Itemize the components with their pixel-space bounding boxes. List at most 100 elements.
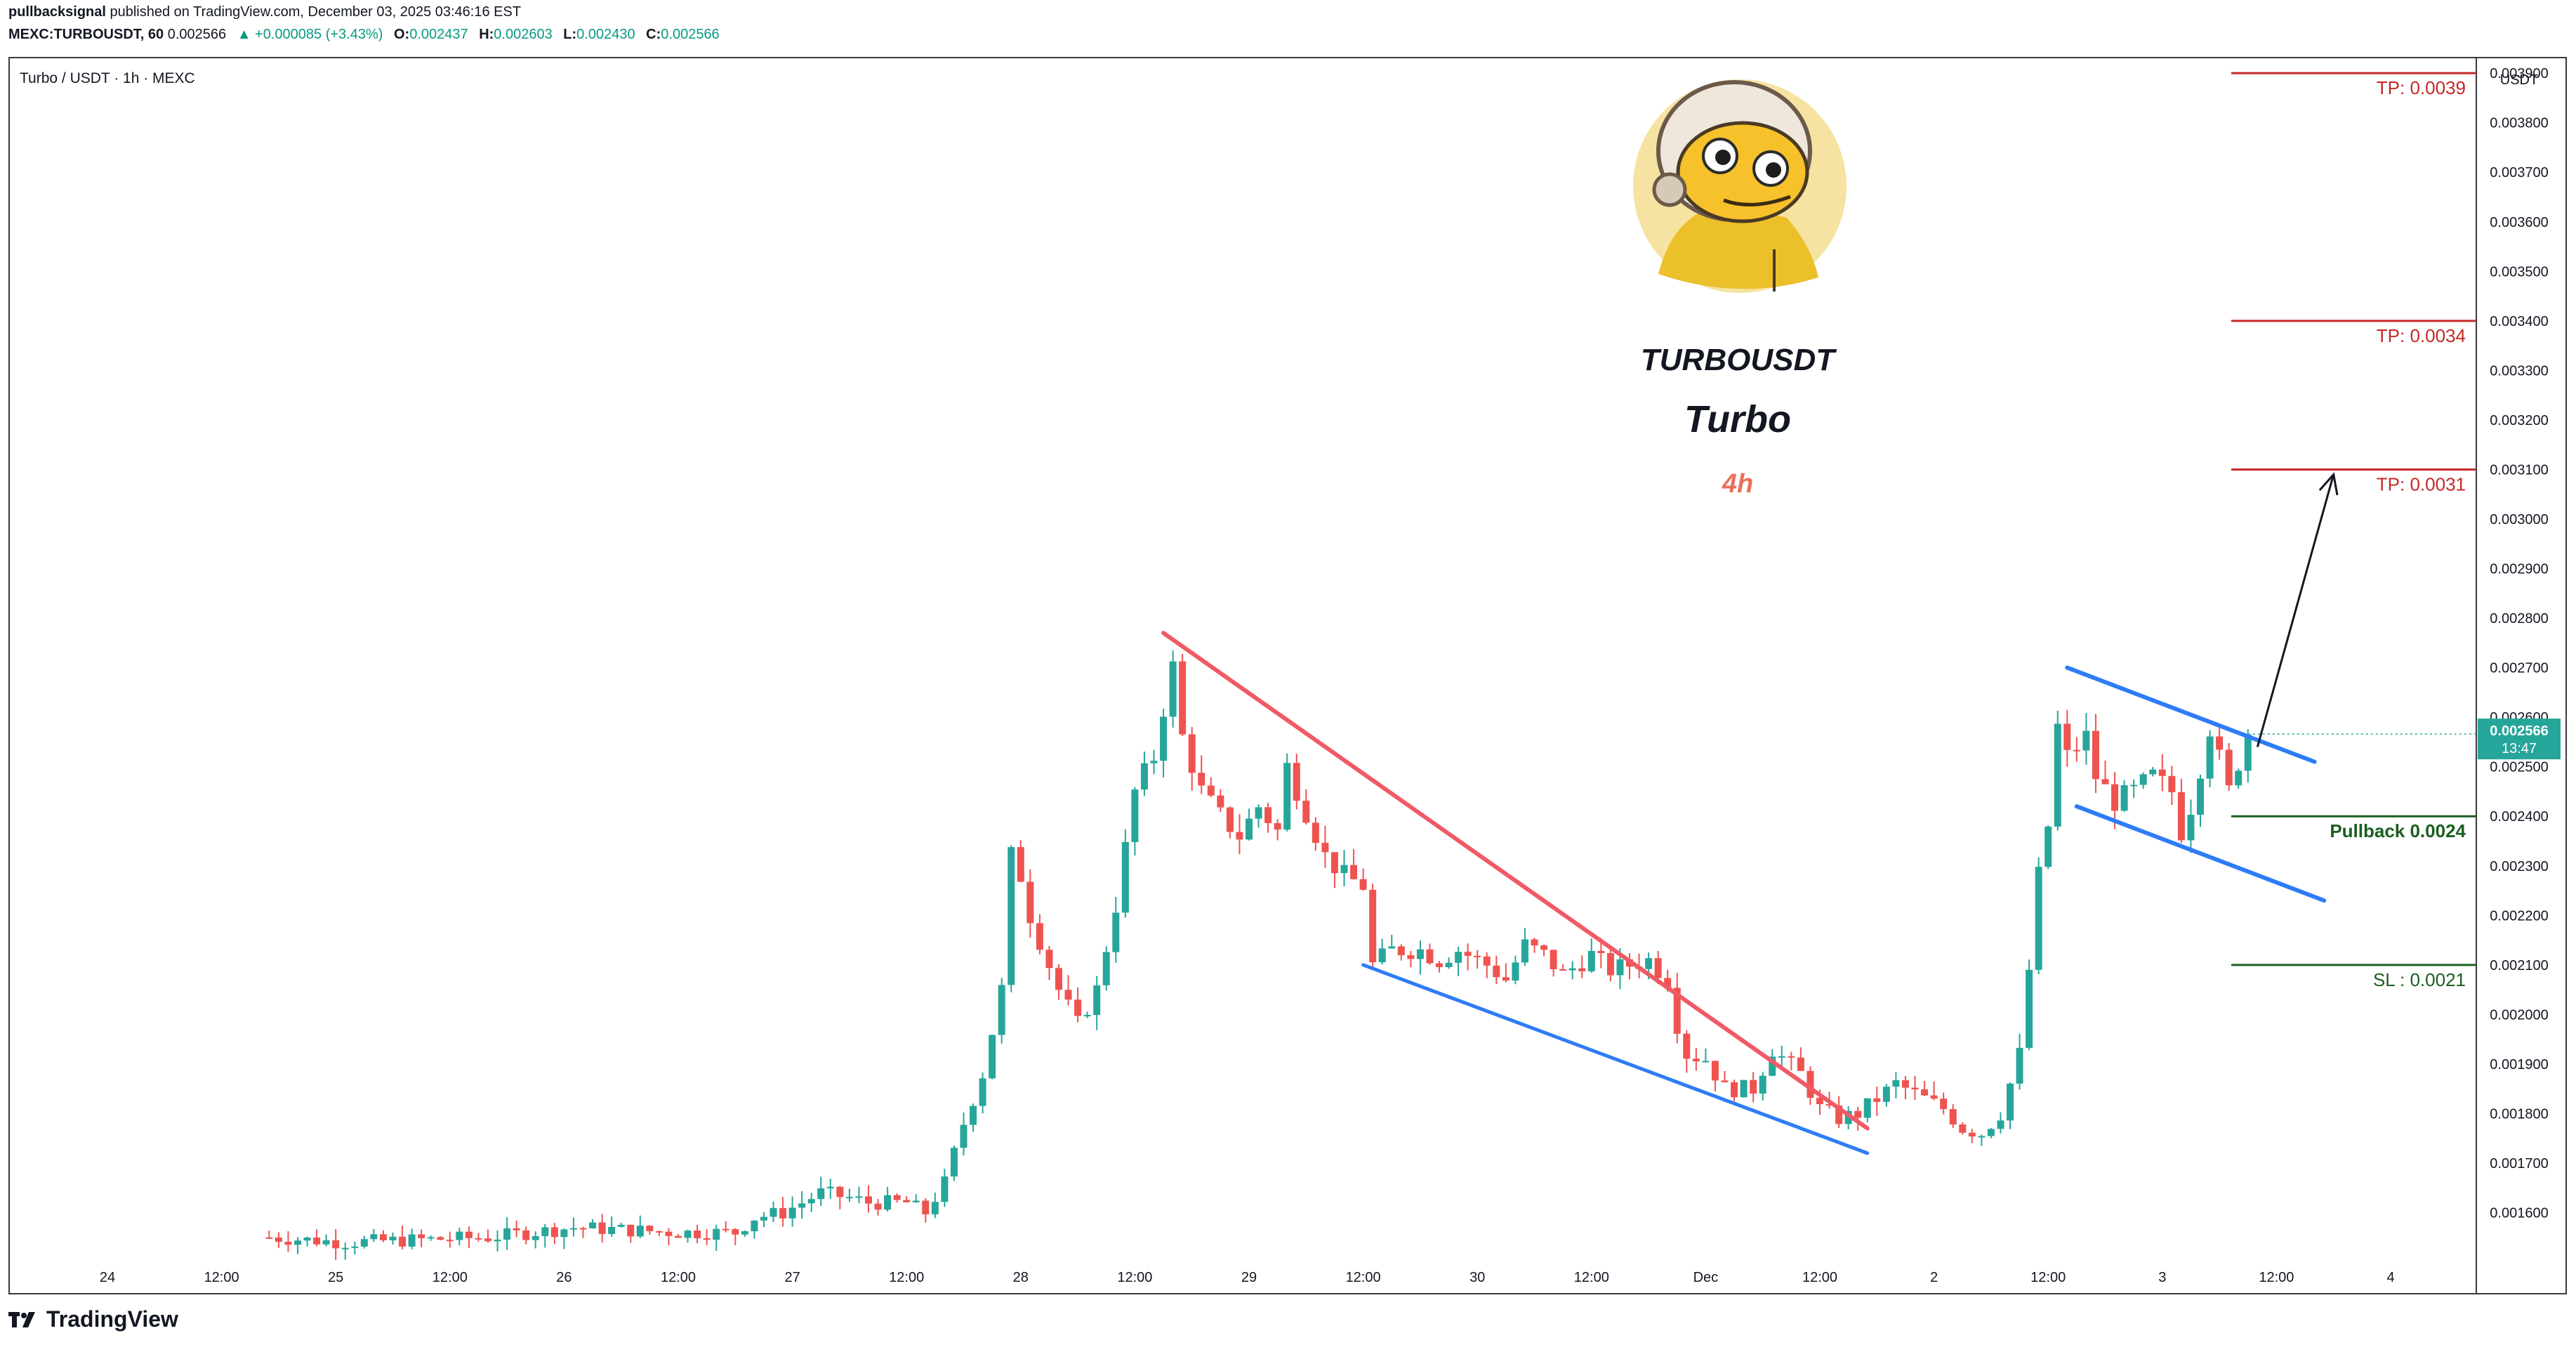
logo-ticker: TURBOUSDT bbox=[1640, 343, 1835, 377]
candle-body bbox=[265, 1237, 273, 1239]
candle-body bbox=[399, 1236, 407, 1247]
candle-body bbox=[788, 1207, 796, 1219]
price-tick-17: 0.002200 bbox=[2490, 908, 2548, 924]
footer-brand: TradingView bbox=[46, 1306, 178, 1332]
last-price-tag: 0.002566 13:47 bbox=[2478, 719, 2561, 760]
time-tick-13: 12:00 bbox=[1574, 1270, 1609, 1285]
author-name[interactable]: pullbacksignal bbox=[8, 4, 106, 20]
candle-body bbox=[1483, 956, 1491, 966]
candle-body bbox=[1093, 985, 1101, 1016]
open-label: O: bbox=[393, 27, 410, 42]
publish-text: published on TradingView.com, December 0… bbox=[105, 4, 522, 20]
candle-body bbox=[608, 1226, 616, 1234]
candle-body bbox=[1321, 843, 1329, 853]
price-tick-15: 0.002400 bbox=[2490, 809, 2548, 825]
candle-body bbox=[446, 1240, 454, 1242]
candle-body bbox=[1740, 1080, 1748, 1098]
candle-body bbox=[418, 1234, 425, 1238]
candle-body bbox=[1921, 1089, 1929, 1096]
candle-body bbox=[1350, 865, 1358, 879]
price-tick-18: 0.002100 bbox=[2490, 958, 2548, 973]
candle-body bbox=[1645, 958, 1653, 969]
candle-body bbox=[1882, 1087, 1890, 1102]
candle-body bbox=[817, 1188, 825, 1200]
candle-body bbox=[2187, 815, 2195, 841]
candle-body bbox=[1521, 939, 1528, 963]
currency-label: USDT bbox=[2500, 72, 2538, 88]
candle-body bbox=[484, 1238, 491, 1242]
candle-body bbox=[1711, 1061, 1719, 1081]
candle-body bbox=[1246, 818, 1253, 840]
candle-body bbox=[1654, 958, 1662, 978]
candle-body bbox=[1816, 1097, 1823, 1105]
candle-body bbox=[979, 1078, 986, 1106]
price-tick-23: 0.001600 bbox=[2490, 1206, 2548, 1221]
logo-timeframe: 4h bbox=[1722, 469, 1754, 499]
price-tick-9: 0.003000 bbox=[2490, 512, 2548, 527]
candle-body bbox=[1312, 822, 1319, 844]
wedge-lower-trendline bbox=[1361, 963, 1870, 1155]
wedge-upper-trendline bbox=[1161, 631, 1870, 1131]
candle-body bbox=[1559, 969, 1567, 971]
time-tick-16: 2 bbox=[1930, 1270, 1938, 1285]
candle-body bbox=[513, 1228, 520, 1231]
candle-body bbox=[732, 1229, 739, 1235]
candle-body bbox=[1188, 734, 1196, 773]
price-axis[interactable]: 0.003900 0.003800 0.003700 0.003600 0.003500… bbox=[2490, 66, 2548, 1221]
candle-body bbox=[2007, 1083, 2014, 1121]
candle-body bbox=[569, 1228, 577, 1230]
candle-body bbox=[2082, 730, 2090, 751]
time-axis[interactable]: 24 12:00 25 12:00 26 12:00 27 12:00 28 12:00 29 12:… bbox=[100, 1270, 2395, 1285]
candle-body bbox=[1778, 1056, 1785, 1058]
candle-body bbox=[1169, 661, 1177, 717]
candle-body bbox=[807, 1199, 815, 1204]
candle-body bbox=[1863, 1098, 1871, 1118]
candle-body bbox=[2101, 779, 2109, 785]
candle-body bbox=[1550, 950, 1557, 969]
candle-body bbox=[1568, 968, 1576, 971]
candle-body bbox=[275, 1237, 282, 1242]
candle-body bbox=[1274, 822, 1281, 830]
candle-body bbox=[1531, 939, 1538, 946]
candle-body bbox=[675, 1235, 682, 1238]
candle-body bbox=[970, 1105, 977, 1125]
candle-body bbox=[1721, 1080, 1729, 1082]
candle-body bbox=[1683, 1033, 1691, 1059]
price-tick-8: 0.003100 bbox=[2490, 462, 2548, 478]
low-label: L: bbox=[563, 27, 577, 42]
candle-body bbox=[1302, 801, 1310, 823]
candle-body bbox=[1179, 661, 1187, 735]
time-tick-1: 12:00 bbox=[204, 1270, 239, 1285]
turbo-logo bbox=[1633, 79, 1847, 293]
candle-body bbox=[1759, 1075, 1766, 1094]
candle-body bbox=[1940, 1098, 1948, 1110]
candle-body bbox=[522, 1230, 530, 1240]
candle-body bbox=[2197, 778, 2204, 815]
candle-body bbox=[284, 1242, 292, 1245]
candle-body bbox=[2054, 723, 2061, 827]
tradingview-footer[interactable]: TradingView bbox=[8, 1306, 178, 1332]
candle-body bbox=[751, 1220, 758, 1232]
tp-level-2-label: TP: 0.0034 bbox=[2377, 325, 2466, 346]
price-tick-2: 0.003700 bbox=[2490, 165, 2548, 181]
candle-body bbox=[1502, 977, 1510, 981]
candle-body bbox=[2225, 749, 2233, 786]
flag-upper-trendline bbox=[2065, 665, 2317, 764]
candle-body bbox=[713, 1228, 720, 1240]
candle-body bbox=[627, 1224, 635, 1237]
candle-body bbox=[2111, 784, 2119, 811]
change-arrow-icon: ▲ bbox=[237, 27, 251, 42]
time-tick-7: 12:00 bbox=[889, 1270, 924, 1285]
time-tick-4: 26 bbox=[556, 1270, 572, 1285]
candle-body bbox=[1997, 1120, 2004, 1129]
candle-body bbox=[1397, 946, 1405, 956]
price-tick-3: 0.003600 bbox=[2490, 215, 2548, 230]
time-tick-20: 4 bbox=[2386, 1270, 2394, 1285]
candle-body bbox=[2016, 1047, 2023, 1084]
candle-body bbox=[550, 1227, 558, 1238]
candle-body bbox=[2158, 769, 2166, 776]
candle-body bbox=[903, 1200, 911, 1202]
candle-body bbox=[798, 1203, 806, 1208]
candle-body bbox=[313, 1238, 321, 1245]
